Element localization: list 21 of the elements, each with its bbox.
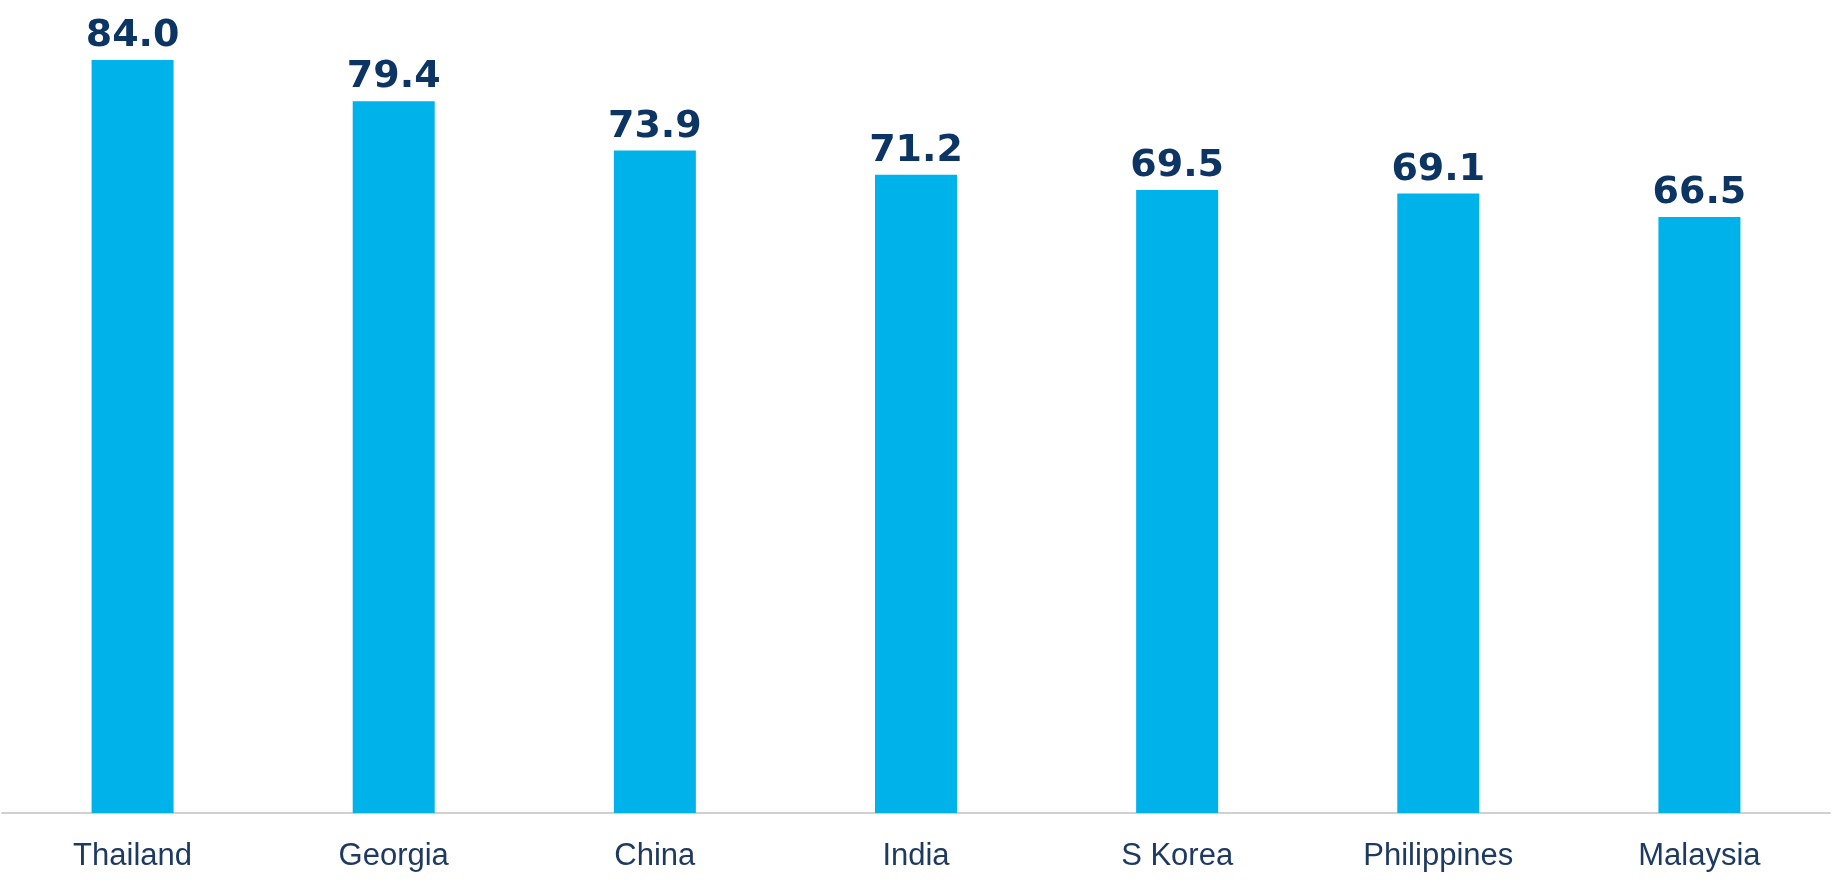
x-tick-label: China bbox=[614, 837, 697, 872]
data-label: 73.9 bbox=[607, 101, 702, 146]
bar bbox=[875, 174, 957, 813]
bar bbox=[613, 150, 696, 813]
data-label: 79.4 bbox=[346, 52, 441, 97]
data-label: 71.2 bbox=[869, 125, 963, 170]
x-tick-label: Georgia bbox=[338, 837, 450, 872]
x-tick-label: Malaysia bbox=[1638, 837, 1762, 872]
bar bbox=[91, 60, 174, 813]
bar bbox=[1658, 216, 1741, 813]
bar bbox=[1397, 193, 1480, 813]
data-label: 66.5 bbox=[1652, 167, 1747, 212]
x-tick-label: S Korea bbox=[1121, 837, 1234, 872]
data-label: 69.1 bbox=[1391, 144, 1486, 189]
data-label: 84.0 bbox=[85, 11, 180, 55]
bar bbox=[352, 101, 435, 813]
data-label: 69.5 bbox=[1130, 140, 1225, 185]
bar bbox=[1136, 189, 1219, 813]
x-tick-label: Philippines bbox=[1363, 837, 1514, 872]
x-tick-label: India bbox=[882, 837, 951, 872]
x-tick-label: Thailand bbox=[73, 837, 193, 872]
